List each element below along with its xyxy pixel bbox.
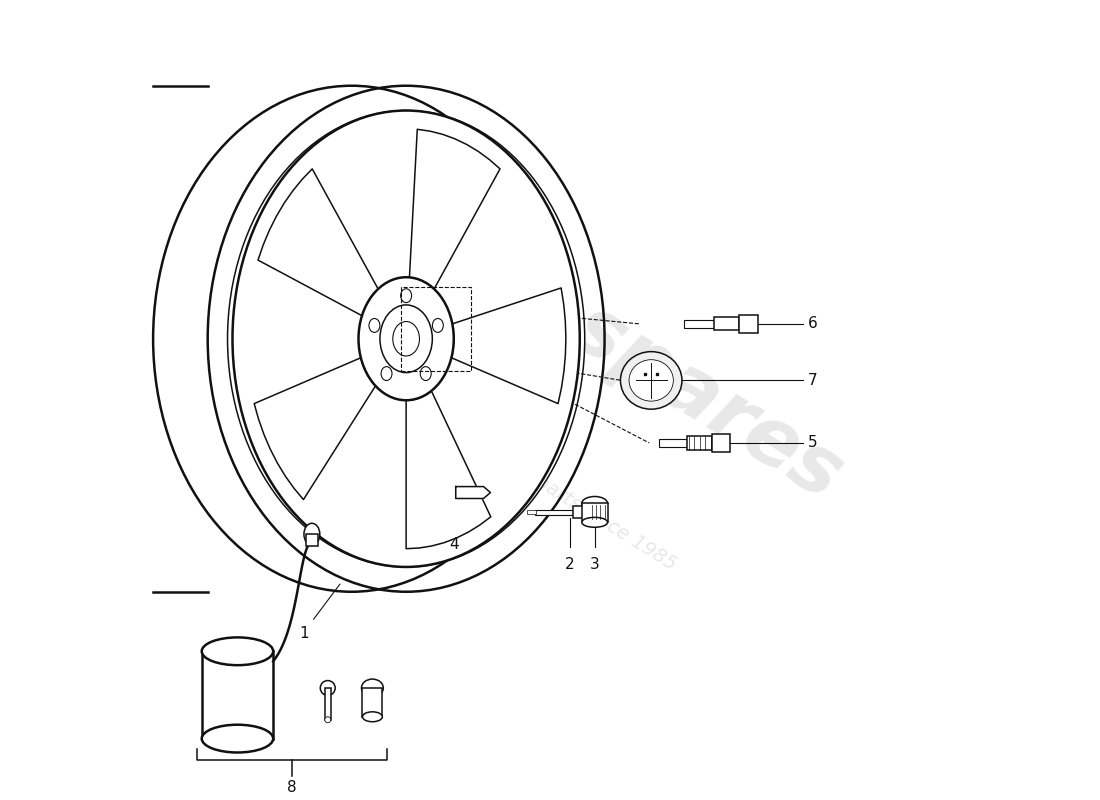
Ellipse shape (432, 318, 443, 332)
Ellipse shape (201, 638, 273, 665)
Bar (582, 503, 607, 522)
Polygon shape (406, 391, 491, 549)
Text: eurospares: eurospares (383, 181, 856, 517)
Ellipse shape (201, 725, 273, 753)
Text: 8: 8 (287, 780, 297, 795)
Ellipse shape (359, 278, 454, 400)
Ellipse shape (400, 289, 411, 302)
Bar (686, 436, 712, 450)
Bar (714, 318, 738, 330)
Ellipse shape (582, 497, 607, 510)
Bar (591, 506, 606, 519)
Bar (573, 506, 591, 518)
Text: 3: 3 (590, 557, 600, 572)
Text: a passion for parts since 1985: a passion for parts since 1985 (420, 402, 680, 574)
Text: 2: 2 (565, 557, 574, 572)
Ellipse shape (368, 318, 379, 332)
Ellipse shape (320, 681, 336, 695)
Bar (324, 688, 331, 720)
Polygon shape (455, 486, 491, 498)
Text: 1: 1 (299, 626, 309, 642)
Ellipse shape (362, 679, 383, 697)
Text: 6: 6 (808, 316, 817, 331)
Ellipse shape (629, 360, 673, 401)
Polygon shape (451, 288, 565, 404)
Ellipse shape (381, 366, 392, 381)
Text: 5: 5 (808, 435, 817, 450)
Bar (659, 439, 686, 447)
Ellipse shape (393, 322, 419, 356)
Polygon shape (409, 130, 500, 289)
Text: 7: 7 (808, 373, 817, 388)
Text: 4: 4 (449, 537, 459, 552)
Bar (363, 688, 383, 717)
Bar (712, 434, 729, 452)
Bar (201, 651, 273, 738)
Ellipse shape (324, 717, 331, 722)
Ellipse shape (620, 352, 682, 409)
Ellipse shape (420, 366, 431, 381)
Bar (738, 315, 758, 333)
Ellipse shape (379, 305, 432, 373)
Bar (684, 320, 714, 328)
Polygon shape (258, 169, 378, 316)
Ellipse shape (582, 518, 607, 527)
Polygon shape (254, 358, 375, 499)
Ellipse shape (228, 110, 585, 567)
Ellipse shape (304, 523, 320, 545)
Ellipse shape (363, 712, 383, 722)
Bar (306, 534, 318, 546)
Bar (535, 510, 573, 515)
Bar (527, 510, 536, 514)
Ellipse shape (232, 110, 580, 567)
